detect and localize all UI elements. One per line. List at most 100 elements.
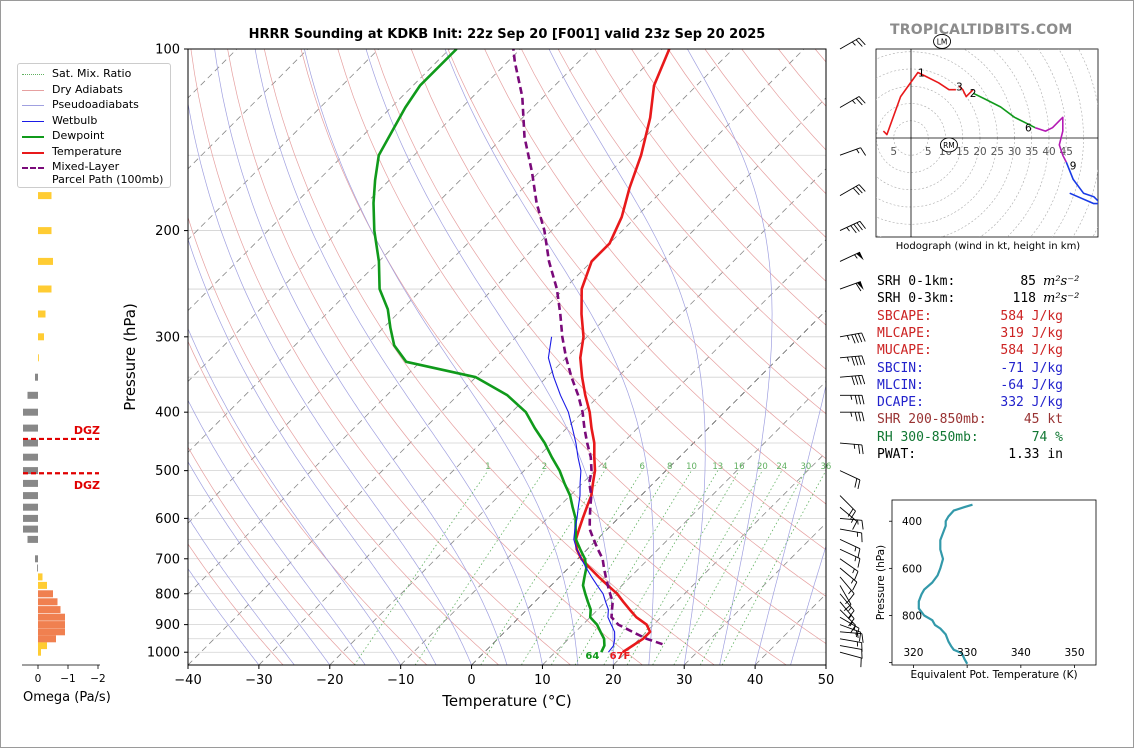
wind-barb (839, 624, 862, 642)
barb-flag (858, 184, 866, 192)
omega-bar (23, 453, 38, 461)
wind-barb (839, 374, 866, 386)
pseudoadiabat (188, 327, 401, 665)
mixing-ratio-line (353, 470, 489, 665)
omega-bar (38, 621, 65, 629)
barb-flag (848, 610, 855, 619)
barb-flag (858, 444, 861, 454)
mixing-ratio-line (626, 470, 740, 665)
omega-bar (38, 581, 47, 589)
pseudoadiabat (188, 101, 472, 665)
storm-motion-marker (940, 137, 958, 153)
pseudoadiabat (254, 49, 543, 665)
surface-temperature-label: 67F (610, 651, 631, 662)
barb-flag (861, 332, 866, 342)
barb-flag (858, 375, 862, 385)
barb-flag (861, 412, 865, 422)
hodograph-segment (1034, 116, 1068, 163)
barb-flag (854, 356, 859, 366)
theta-e-y-tick-label: 800 (902, 611, 922, 623)
wind-barb (839, 645, 863, 659)
omega-bar (38, 354, 39, 362)
stat-label: MUCAPE: (877, 343, 932, 359)
legend-swatch (22, 89, 44, 91)
mixing-ratio-line (574, 470, 692, 665)
omega-bar (38, 192, 52, 200)
y-tick-label: 700 (155, 552, 180, 567)
theta-e-x-axis-label: Equivalent Pot. Temperature (K) (910, 669, 1077, 681)
y-tick-label: 900 (155, 618, 180, 633)
storm-motion-label: RM (943, 141, 955, 150)
barb-staff (839, 651, 862, 659)
hodograph-ring-label: 5 (890, 146, 897, 158)
stat-value: 118 (1012, 291, 1036, 307)
theta-e-y-tick-label: 400 (902, 516, 922, 528)
wind-barb (839, 355, 866, 366)
barb-staff (839, 495, 856, 512)
skewt-traces (372, 49, 671, 654)
hodograph-segment (1065, 161, 1098, 205)
isotherm (188, 49, 805, 665)
wind-barb (839, 281, 864, 292)
omega-bar (38, 257, 53, 265)
mixing-ratio-label: 4 (602, 462, 607, 472)
barb-staff (839, 374, 862, 378)
mixing-ratio-label: 30 (800, 462, 811, 472)
barb-half-flag (855, 630, 857, 636)
barb-flag (854, 571, 859, 581)
wind-barb (839, 251, 864, 262)
barb-staff (839, 616, 860, 629)
barb-pennant (856, 281, 864, 290)
pseudoadiabat (790, 544, 826, 665)
dry-adiabat (188, 543, 284, 665)
y-tick-label: 800 (155, 587, 180, 602)
storm-motion-marker (933, 33, 951, 49)
skewt-frame (187, 48, 827, 666)
barb-staff (839, 251, 861, 262)
wind-barb (839, 495, 856, 520)
barb-staff (839, 624, 861, 633)
omega-bar (35, 373, 38, 381)
wind-barb (839, 638, 863, 652)
isotherm (188, 49, 592, 453)
hodograph-frame (875, 48, 1099, 238)
isotherm (188, 49, 379, 241)
omega-tick-label: −1 (60, 673, 75, 685)
x-tick-label: 10 (534, 673, 551, 688)
barb-flag (861, 355, 866, 365)
hodograph-ring-label: 30 (1008, 146, 1021, 158)
x-tick-label: 0 (467, 673, 475, 688)
omega-tick-label: −2 (90, 673, 105, 685)
omega-bar (38, 606, 61, 614)
barb-staff (839, 96, 860, 108)
barb-staff (839, 37, 860, 50)
theta-e-x-tick-label: 330 (957, 647, 977, 659)
pseudoadiabat (304, 49, 579, 665)
theta-e-x-tick-label: 340 (1011, 647, 1031, 659)
pseudoadiabat (188, 399, 366, 665)
barb-half-flag (850, 412, 853, 417)
omega-bar (38, 642, 47, 650)
mixing-ratio-label: 6 (639, 462, 644, 472)
barb-flag (854, 478, 858, 488)
barb-half-flag (846, 356, 850, 362)
mixing-ratio-label: 16 (734, 462, 745, 472)
barb-half-flag (849, 621, 853, 627)
hodograph-rings (876, 49, 1098, 237)
x-tick-label: −30 (245, 673, 272, 688)
omega-bar (38, 635, 56, 643)
barb-pennant (856, 252, 864, 261)
barb-staff (839, 576, 855, 594)
hodograph-ring-label: 5 (925, 146, 932, 158)
stat-value: -64 J/kg (1000, 377, 1063, 393)
dry-adiabat (374, 49, 826, 597)
hodograph-caption: Hodograph (wind in kt, height in km) (895, 241, 1081, 252)
y-tick-label: 1000 (147, 646, 180, 661)
x-tick-label: 20 (605, 673, 622, 688)
hodograph-height-label: 6 (1025, 123, 1032, 135)
legend-item: Wetbulb (18, 114, 168, 128)
hodograph-ring-label: 35 (1025, 146, 1038, 158)
barb-flag (858, 412, 862, 422)
omega-bar (38, 628, 65, 636)
wind-barb (839, 506, 858, 530)
